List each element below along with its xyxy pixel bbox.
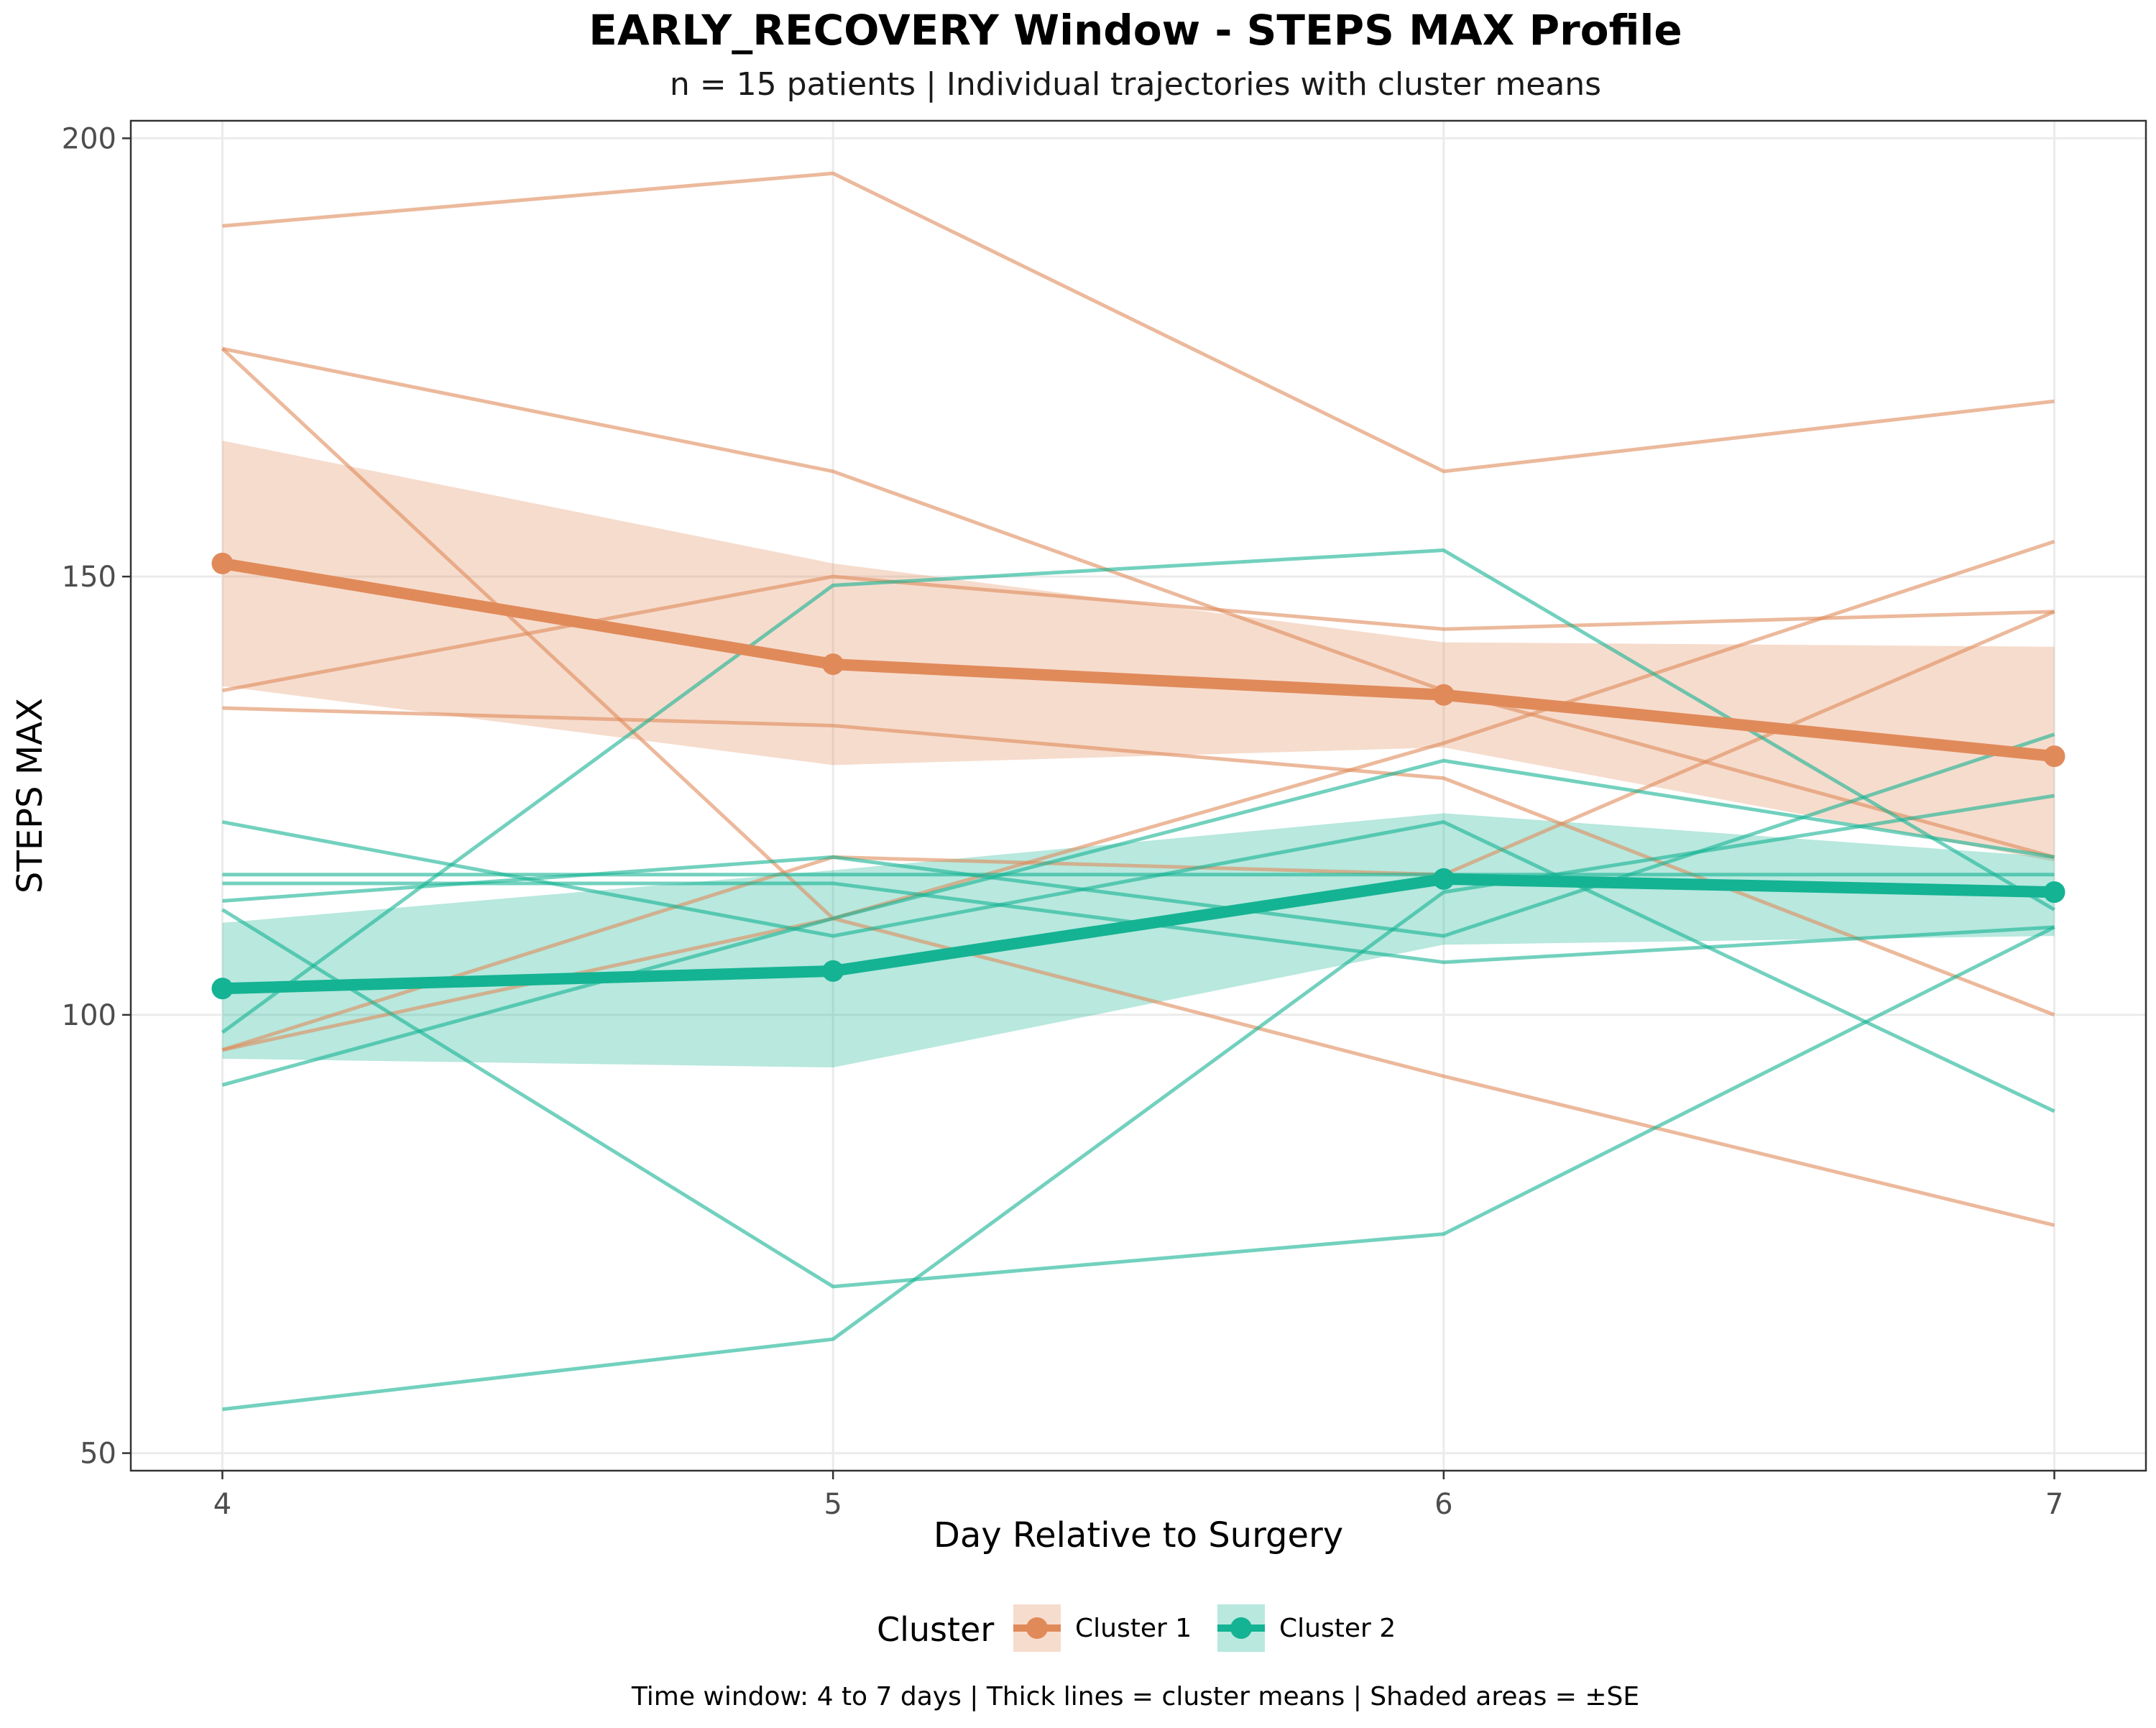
legend-key-cluster-1 (1013, 1604, 1061, 1652)
y-tick-label-100: 100 (62, 999, 116, 1032)
y-axis-title: STEPS MAX (10, 698, 50, 893)
trajectory-cluster-1-patient-7 (221, 610, 2055, 1052)
trajectory-cluster-2-patient-7 (221, 908, 2055, 1289)
mean-point-cluster-1-day-6 (1432, 684, 1455, 706)
x-tick-label-4: 4 (213, 1488, 231, 1521)
chart-subtitle: n = 15 patients | Individual trajectorie… (670, 66, 1601, 103)
trajectory-cluster-2-patient-2 (221, 758, 2055, 1087)
legend: Cluster Cluster 1 Cluster 2 (877, 1604, 1396, 1652)
mean-point-cluster-1-day-7 (2043, 745, 2065, 768)
se-band-cluster-1 (222, 441, 2055, 862)
mean-point-cluster-2-day-7 (2043, 881, 2065, 904)
axes: 50 100 150 200 4 5 6 7 (62, 122, 2064, 1521)
trajectory-cluster-1-patient-1 (222, 171, 2055, 474)
chart-title: EARLY_RECOVERY Window - STEPS MAX Profil… (589, 6, 1682, 55)
trajectory-cluster-1-patient-2 (221, 346, 2055, 859)
mean-point-cluster-2-day-5 (822, 960, 844, 982)
legend-title: Cluster (877, 1610, 994, 1649)
mean-point-cluster-2-day-4 (211, 978, 234, 1000)
x-tick-label-6: 6 (1434, 1488, 1452, 1521)
trajectory-cluster-2-patient-5 (222, 732, 2055, 938)
legend-label-cluster-2: Cluster 2 (1279, 1614, 1396, 1643)
y-tick-label-200: 200 (62, 122, 116, 155)
x-axis-title: Day Relative to Surgery (934, 1515, 1343, 1555)
legend-label-cluster-1: Cluster 1 (1075, 1614, 1192, 1643)
trajectory-cluster-1-patient-4 (221, 574, 2055, 693)
y-tick-label-50: 50 (80, 1438, 116, 1471)
mean-point-cluster-2-day-6 (1432, 868, 1455, 890)
cluster-mean-lines (211, 552, 2065, 1000)
chart-caption: Time window: 4 to 7 days | Thick lines =… (631, 1682, 1639, 1711)
trajectory-cluster-1-patient-5 (222, 706, 2055, 1017)
y-tick-label-150: 150 (62, 561, 116, 594)
legend-key-cluster-2 (1217, 1604, 1265, 1652)
mean-line-cluster-2 (222, 873, 2055, 995)
x-tick-label-5: 5 (824, 1488, 842, 1521)
mean-point-cluster-1-day-4 (211, 552, 234, 574)
plot-border (129, 119, 2147, 1472)
mean-line-cluster-1 (221, 557, 2055, 763)
x-tick-label-7: 7 (2045, 1488, 2063, 1521)
mean-point-cluster-1-day-5 (822, 653, 844, 676)
trajectory-cluster-2-patient-8 (222, 794, 2055, 1412)
